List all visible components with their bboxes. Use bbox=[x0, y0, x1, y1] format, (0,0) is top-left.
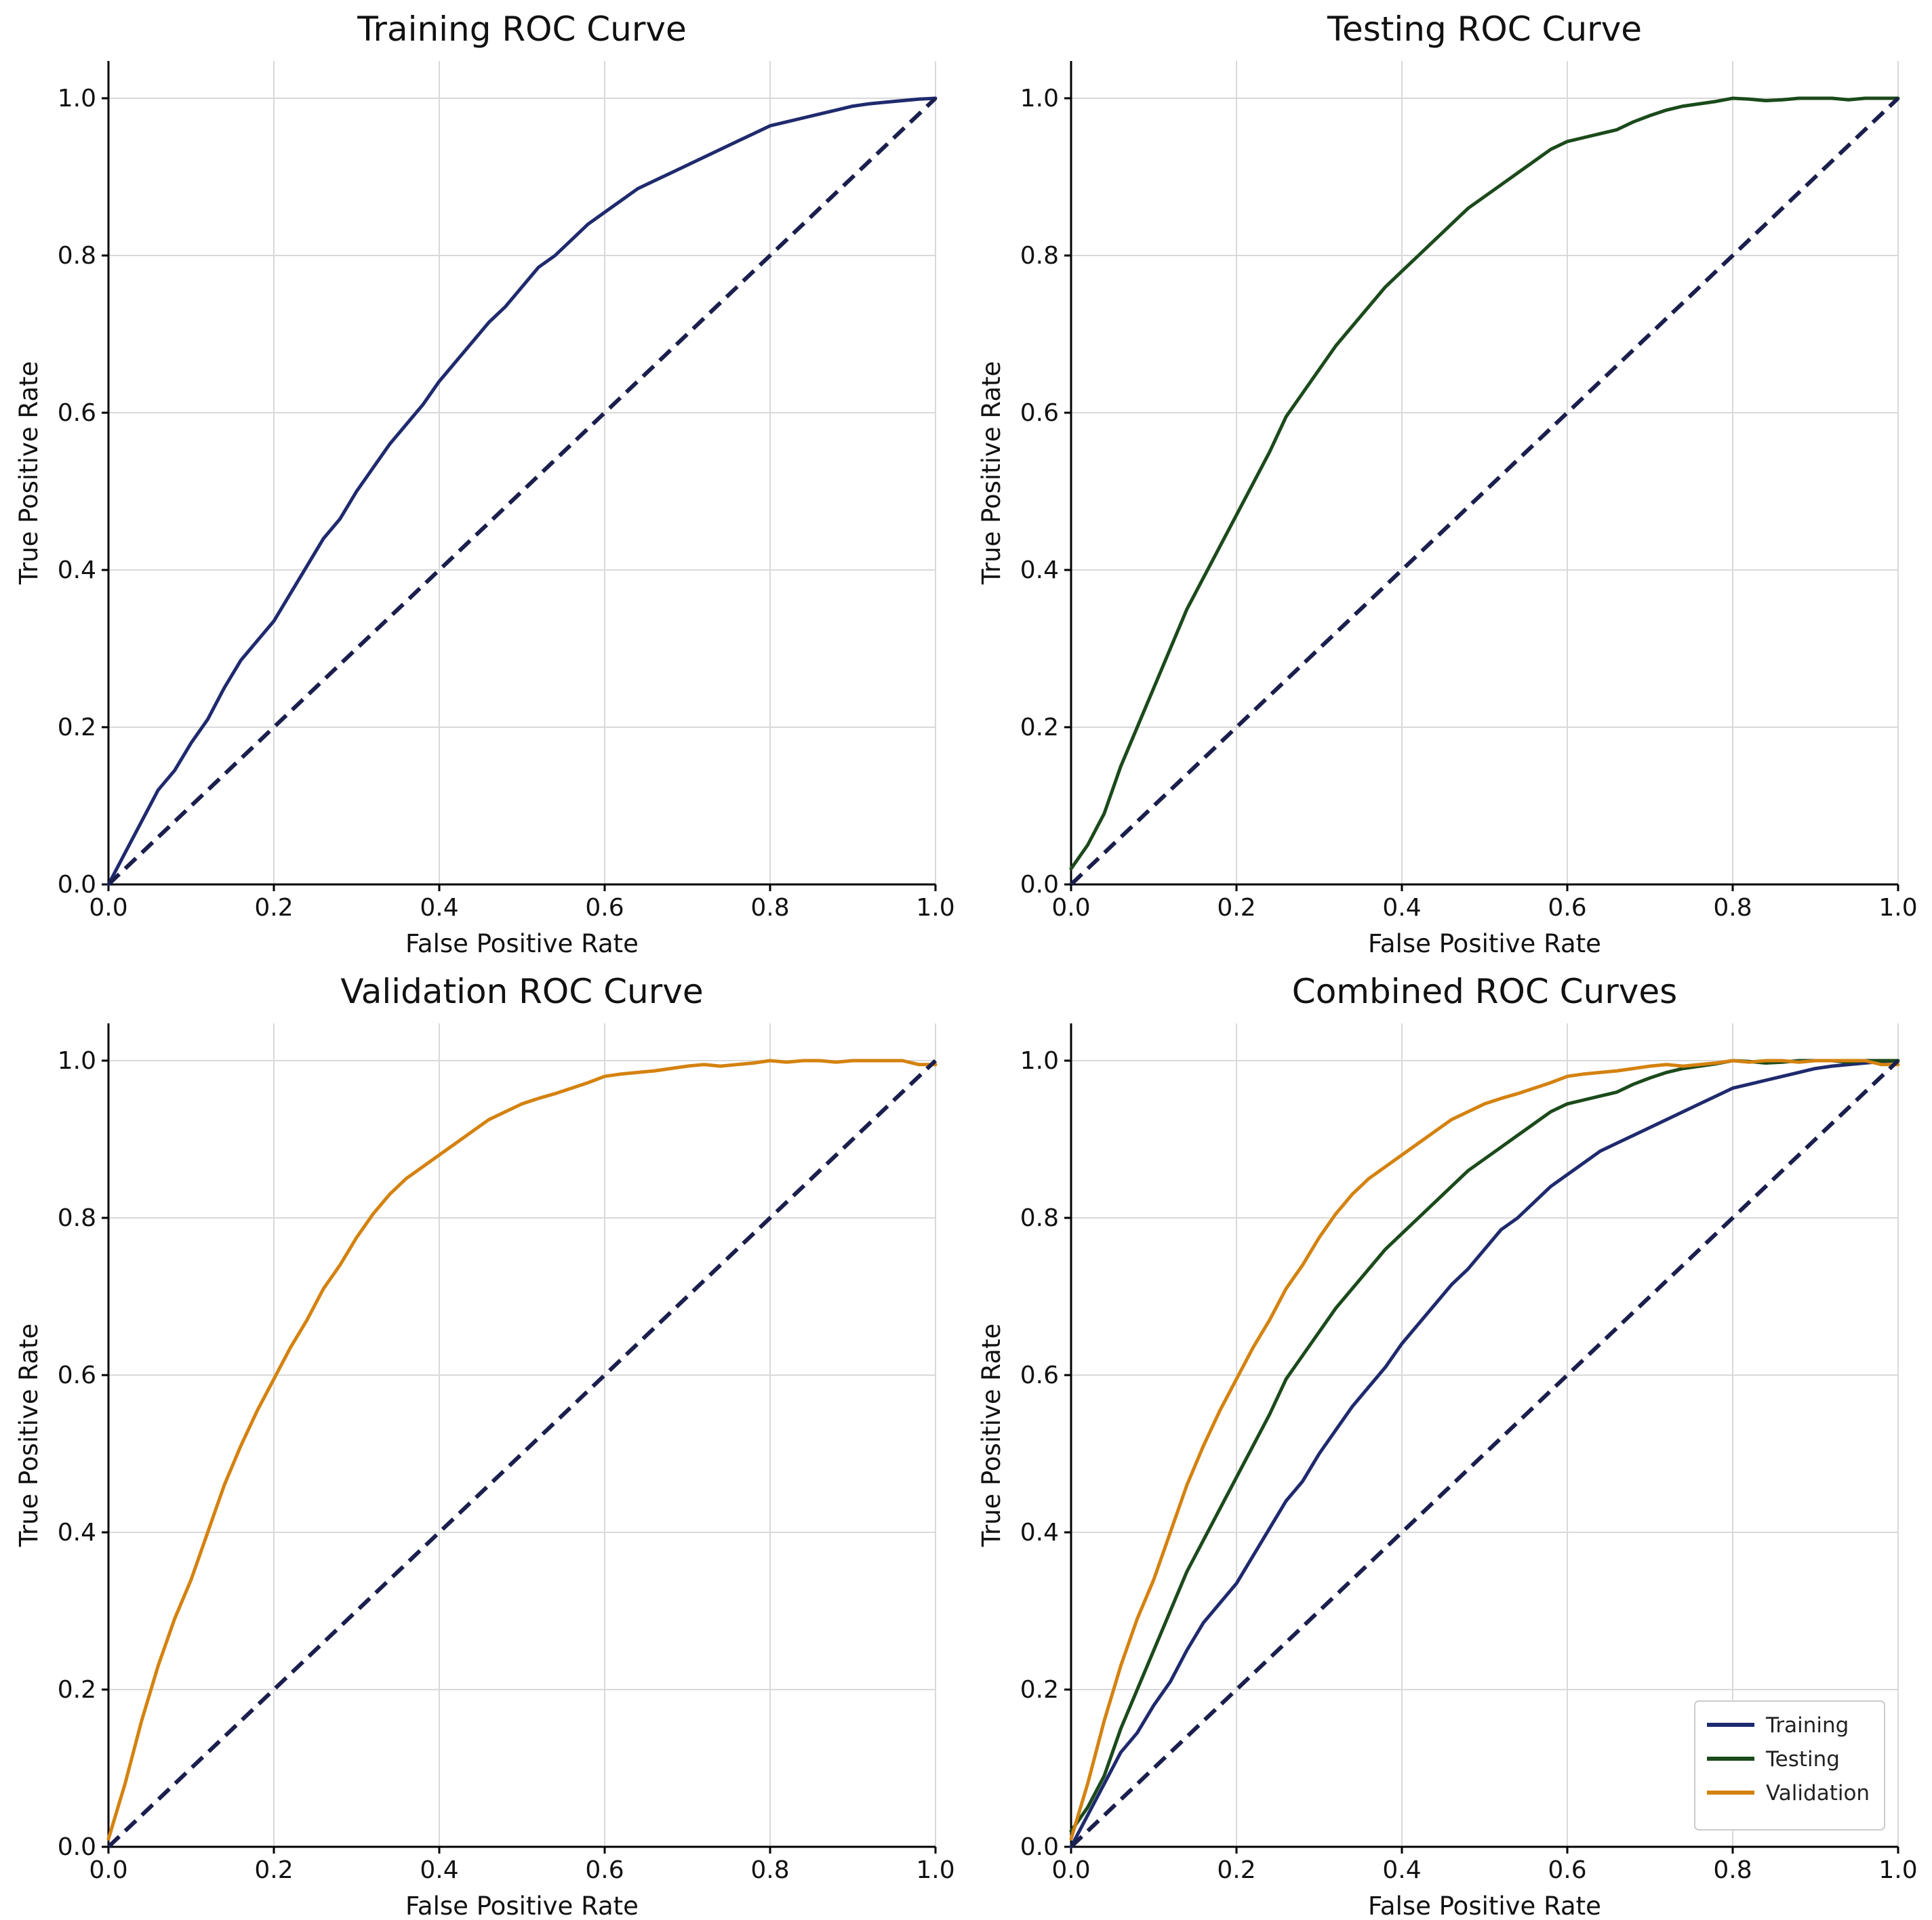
y-tick-label: 0.6 bbox=[58, 1362, 96, 1389]
grid-lines bbox=[108, 1023, 936, 1847]
chart-title: Testing ROC Curve bbox=[1327, 9, 1642, 49]
legend: Training Testing Validation bbox=[1694, 1700, 1885, 1831]
y-tick-label: 0.6 bbox=[58, 399, 96, 427]
chart-title: Training ROC Curve bbox=[357, 9, 687, 49]
y-tick-label: 0.4 bbox=[58, 1519, 96, 1547]
y-axis-label: True Positive Rate bbox=[977, 1324, 1006, 1548]
legend-label-testing: Testing bbox=[1765, 1747, 1840, 1772]
chart-panel-3: 0.0 0.2 0.4 0.6 0.8 1.0 0.0 0.2 0.4 0.6 0.8 1.0 Vali… bbox=[14, 972, 955, 1920]
x-tick-label: 1.0 bbox=[1878, 1856, 1917, 1884]
x-tick-label: 0.4 bbox=[420, 894, 458, 922]
y-tick-label: 1.0 bbox=[1020, 1047, 1059, 1075]
x-tick-label: 0.0 bbox=[1051, 894, 1090, 922]
x-tick-label: 0.2 bbox=[1217, 1856, 1255, 1884]
x-tick-label: 0.4 bbox=[1382, 894, 1421, 922]
y-tick-label: 0.2 bbox=[1020, 714, 1059, 741]
x-tick-label: 0.0 bbox=[89, 1856, 127, 1884]
y-tick-label: 0.0 bbox=[1020, 871, 1059, 899]
x-tick-label: 0.8 bbox=[1713, 894, 1752, 922]
y-tick-label: 0.8 bbox=[1020, 1204, 1059, 1232]
chart-panel-4: 0.0 0.2 0.4 0.6 0.8 1.0 0.0 0.2 0.4 0.6 0.8 1.0 Comb… bbox=[977, 972, 1918, 1920]
y-tick-label: 0.6 bbox=[1020, 1362, 1059, 1389]
x-tick-label: 0.6 bbox=[585, 1856, 624, 1884]
x-tick-label: 1.0 bbox=[916, 894, 954, 922]
grid-lines bbox=[108, 61, 936, 884]
x-tick-label: 0.0 bbox=[1051, 1856, 1090, 1884]
legend-label-training: Training bbox=[1765, 1713, 1849, 1738]
x-axis-label: False Positive Rate bbox=[1368, 929, 1601, 958]
x-tick-label: 0.2 bbox=[1217, 894, 1255, 922]
x-axis-label: False Positive Rate bbox=[405, 1892, 639, 1920]
grid-lines bbox=[1071, 1023, 1899, 1847]
x-tick-label: 0.6 bbox=[1548, 894, 1586, 922]
series-line-validation bbox=[1069, 1059, 1900, 1841]
chance-diagonal-line bbox=[1069, 1059, 1900, 1849]
y-tick-label: 0.0 bbox=[1020, 1833, 1059, 1861]
x-tick-label: 0.8 bbox=[1713, 1856, 1752, 1884]
legend-box bbox=[1694, 1700, 1885, 1831]
x-tick-label: 0.2 bbox=[254, 894, 293, 922]
y-axis-label: True Positive Rate bbox=[14, 1324, 43, 1548]
chance-diagonal-line bbox=[106, 1059, 938, 1849]
x-tick-label: 0.6 bbox=[1548, 1856, 1586, 1884]
y-tick-label: 0.4 bbox=[1020, 1519, 1059, 1547]
y-tick-label: 0.4 bbox=[1020, 556, 1059, 584]
y-axis-label: True Positive Rate bbox=[14, 361, 43, 586]
series-line-training bbox=[106, 96, 938, 886]
x-tick-label: 0.2 bbox=[254, 1856, 293, 1884]
x-tick-label: 0.8 bbox=[750, 1856, 789, 1884]
x-tick-label: 0.4 bbox=[420, 1856, 458, 1884]
x-tick-label: 0.4 bbox=[1382, 1856, 1421, 1884]
y-tick-label: 0.0 bbox=[58, 1833, 96, 1861]
y-tick-label: 0.2 bbox=[58, 714, 96, 741]
x-axis-label: False Positive Rate bbox=[405, 929, 639, 958]
x-tick-label: 1.0 bbox=[916, 1856, 954, 1884]
chance-diagonal-line bbox=[1069, 96, 1900, 886]
grid-lines bbox=[1071, 61, 1899, 884]
y-tick-label: 1.0 bbox=[58, 1047, 96, 1075]
y-tick-label: 0.2 bbox=[1020, 1676, 1059, 1704]
chart-panel-2: 0.0 0.2 0.4 0.6 0.8 1.0 0.0 0.2 0.4 0.6 0.8 1.0 Test… bbox=[977, 9, 1918, 958]
x-tick-label: 0.6 bbox=[585, 894, 624, 922]
series-line-validation bbox=[106, 1059, 938, 1841]
x-axis-label: False Positive Rate bbox=[1368, 1892, 1601, 1920]
legend-label-validation: Validation bbox=[1766, 1781, 1870, 1805]
y-tick-label: 0.8 bbox=[58, 1204, 96, 1232]
x-tick-label: 0.8 bbox=[750, 894, 789, 922]
y-tick-label: 0.2 bbox=[58, 1676, 96, 1704]
x-tick-label: 0.0 bbox=[89, 894, 127, 922]
y-axis-label: True Positive Rate bbox=[977, 361, 1006, 586]
y-tick-label: 0.8 bbox=[58, 242, 96, 270]
chart-title: Combined ROC Curves bbox=[1292, 972, 1677, 1011]
x-tick-label: 1.0 bbox=[1878, 894, 1917, 922]
y-tick-label: 0.4 bbox=[58, 556, 96, 584]
y-tick-label: 0.8 bbox=[1020, 242, 1059, 270]
series-line-testing bbox=[1069, 96, 1900, 871]
chance-diagonal-line bbox=[106, 96, 938, 886]
y-tick-label: 0.0 bbox=[58, 871, 96, 899]
y-tick-label: 0.6 bbox=[1020, 399, 1059, 427]
y-tick-label: 1.0 bbox=[58, 85, 96, 113]
chart-title: Validation ROC Curve bbox=[340, 972, 703, 1011]
series-line-training bbox=[1069, 1059, 1900, 1849]
chart-panel-1: 0.0 0.2 0.4 0.6 0.8 1.0 0.0 0.2 0.4 0.6 0.8 1.0 Trai… bbox=[14, 9, 955, 958]
y-tick-label: 1.0 bbox=[1020, 85, 1059, 113]
